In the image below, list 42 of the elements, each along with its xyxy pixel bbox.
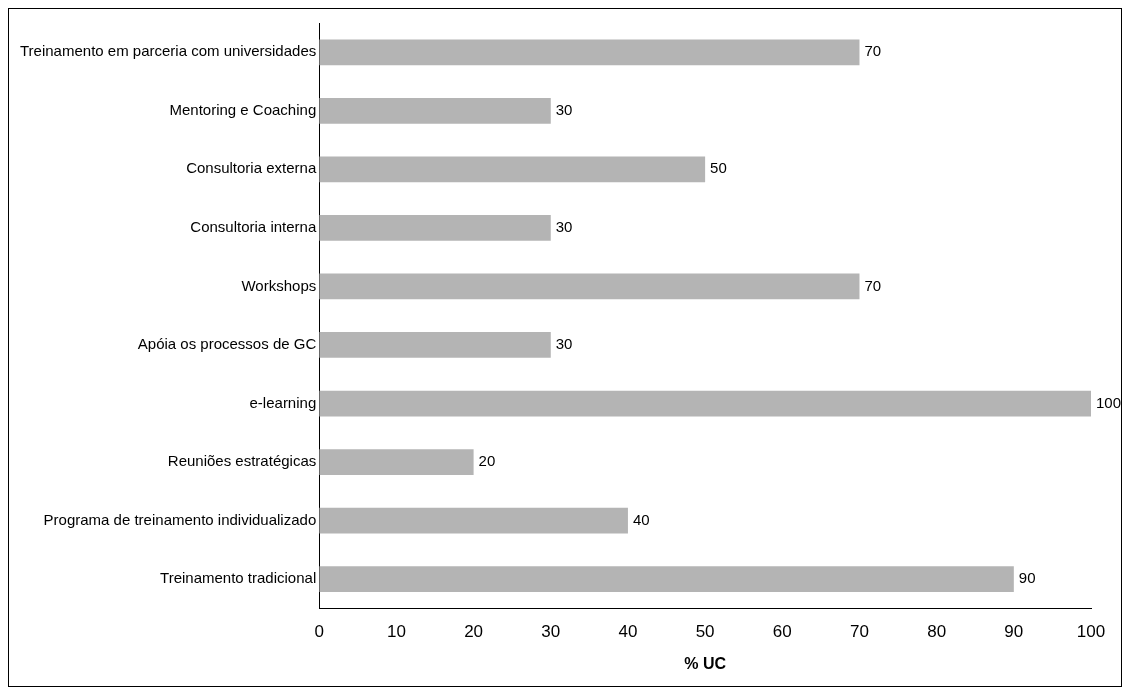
data-label: 40 [632,510,650,528]
data-label: 70 [864,42,882,60]
data-label: 90 [1018,569,1036,587]
x-tick-label: 90 [1004,622,1024,642]
y-tick-label: Programa de treinamento individualizado [43,510,317,528]
bar [319,156,706,183]
bar [319,449,474,475]
y-tick-label: Reuniões estratégicas [167,452,317,470]
bar [319,39,860,66]
x-tick-label: 20 [464,622,484,642]
bar [319,97,551,124]
bar [319,566,1014,593]
data-label: 50 [710,159,727,177]
x-tick-label: 10 [386,622,406,642]
x-tick-label: 60 [772,622,792,642]
x-tick-label: 100 [1076,622,1106,642]
bar [319,390,1091,417]
x-tick-label: 40 [618,622,638,642]
data-label: 30 [555,335,573,353]
y-tick-label: e-learning [249,393,317,411]
x-tick-label: 30 [541,622,561,642]
bar [319,332,551,358]
bar [319,507,628,534]
y-tick-label: Consultoria interna [190,218,317,236]
y-tick-label: Workshops [241,276,317,294]
bar [319,273,860,300]
data-label: 20 [478,452,496,470]
data-label: 70 [864,276,882,294]
x-tick-label: 80 [927,622,947,642]
x-axis-title: % UC [684,654,727,672]
y-tick-label: Apóia os processos de GC [137,335,317,353]
y-tick-label: Treinamento tradicional [160,569,317,587]
x-tick-label: 0 [314,622,324,642]
data-label: 30 [555,218,573,236]
x-tick-label: 70 [850,622,869,642]
data-label: 30 [555,100,573,118]
y-tick-label: Consultoria externa [186,159,317,177]
bar [319,215,551,241]
data-label: 100 [1096,393,1122,411]
y-tick-label: Treinamento em parceria com universidades [19,42,317,60]
x-tick-label: 50 [695,622,715,642]
y-tick-label: Mentoring e Coaching [169,100,317,118]
